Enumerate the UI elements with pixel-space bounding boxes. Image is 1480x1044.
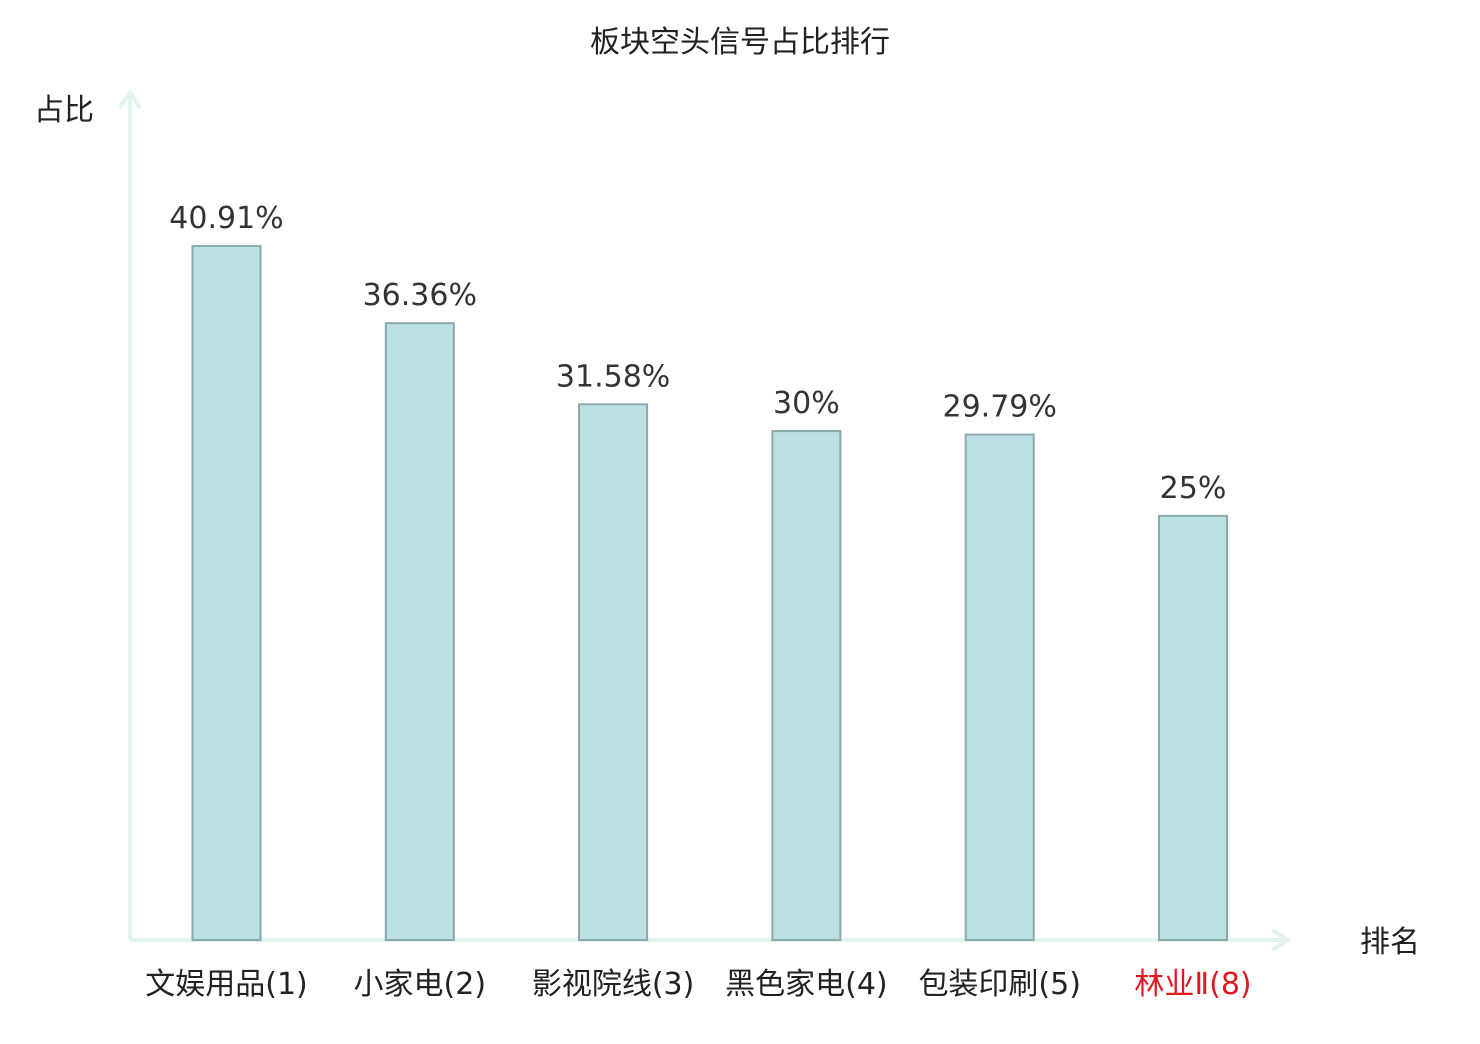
x-axis-arrow (1270, 928, 1292, 952)
category-label-5: 包装印刷(5) (918, 967, 1081, 1002)
category-label-1: 文娱用品(1) (145, 967, 308, 1002)
bar-2 (384, 322, 455, 941)
value-label-2: 36.36% (363, 278, 477, 313)
bar-1 (191, 245, 262, 941)
category-labels-group: 文娱用品(1) 小家电(2) 影视院线(3) 黑色家电(4) 包装印刷(5) 林业Ⅱ(8) (145, 967, 1251, 1002)
y-axis-label: 占比 (34, 93, 94, 128)
y-axis-arrow (118, 88, 142, 110)
value-label-5: 29.79% (943, 390, 1057, 425)
category-label-2: 小家电(2) (354, 967, 487, 1002)
value-label-3: 31.58% (556, 359, 670, 394)
value-label-4: 30% (773, 386, 840, 421)
category-label-3: 影视院线(3) (532, 967, 695, 1002)
category-label-4: 黑色家电(4) (725, 967, 888, 1002)
category-label-6: 林业Ⅱ(8) (1134, 967, 1251, 1002)
value-label-6: 25% (1160, 471, 1227, 506)
bar-3 (578, 403, 649, 941)
chart-title: 板块空头信号占比排行 (590, 25, 890, 60)
bar-4 (771, 430, 842, 941)
value-label-1: 40.91% (169, 201, 283, 236)
bar-6 (1158, 514, 1228, 942)
bars-group (191, 245, 1228, 942)
value-labels-group: 40.91% 36.36% 31.58% 30% 29.79% 25% (169, 201, 1226, 506)
bar-5 (964, 433, 1035, 941)
x-axis-label: 排名 (1360, 925, 1420, 960)
